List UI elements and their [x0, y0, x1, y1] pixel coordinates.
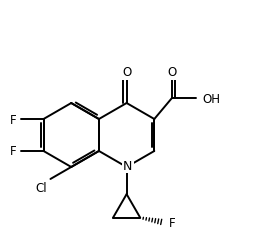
Text: F: F	[10, 113, 17, 126]
Text: F: F	[10, 145, 17, 158]
Text: O: O	[122, 66, 131, 79]
Text: O: O	[167, 66, 176, 79]
Text: F: F	[169, 216, 175, 229]
Text: N: N	[123, 160, 133, 173]
Text: OH: OH	[202, 92, 220, 105]
Text: Cl: Cl	[35, 181, 47, 194]
